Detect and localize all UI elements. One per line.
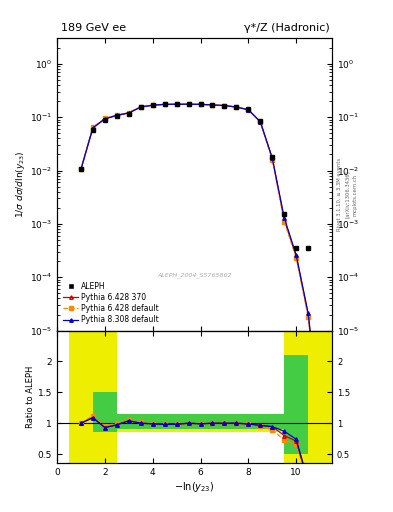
Text: 189 GeV ee: 189 GeV ee	[61, 23, 126, 33]
Legend: ALEPH, Pythia 6.428 370, Pythia 6.428 default, Pythia 8.308 default: ALEPH, Pythia 6.428 370, Pythia 6.428 de…	[61, 279, 162, 327]
Bar	[117, 414, 284, 433]
Bar	[284, 355, 308, 454]
Bar	[93, 392, 117, 433]
Text: [arXiv:1306.3436]: [arXiv:1306.3436]	[345, 170, 350, 219]
Bar	[69, 331, 93, 463]
Bar	[117, 414, 284, 430]
Text: γ*/Z (Hadronic): γ*/Z (Hadronic)	[244, 23, 330, 33]
X-axis label: $-\ln(y_{23})$: $-\ln(y_{23})$	[174, 480, 215, 494]
Bar	[93, 331, 117, 463]
Text: ALEPH_2004_S5765862: ALEPH_2004_S5765862	[157, 272, 232, 278]
Bar	[308, 331, 332, 463]
Y-axis label: $1/\sigma\ d\sigma/d\ln(y_{23})$: $1/\sigma\ d\sigma/d\ln(y_{23})$	[14, 151, 27, 218]
Text: Rivet 3.1.10, ≥ 3.3M events: Rivet 3.1.10, ≥ 3.3M events	[337, 158, 342, 231]
Y-axis label: Ratio to ALEPH: Ratio to ALEPH	[26, 366, 35, 428]
Bar	[284, 331, 308, 463]
Text: mcplots.cern.ch: mcplots.cern.ch	[353, 174, 358, 216]
